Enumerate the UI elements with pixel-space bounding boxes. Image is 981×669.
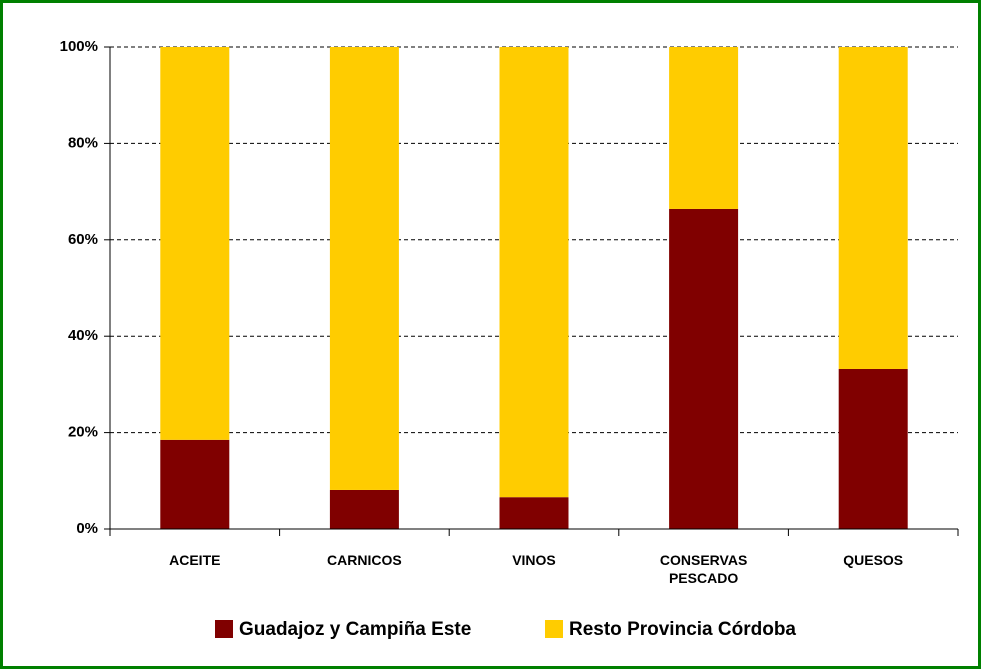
chart: 0% 20% 40% 60% 80% 100% Guadajoz y Campiña Est… — [60, 38, 959, 640]
x-tick-label: ACEITE — [169, 552, 221, 568]
legend-label: Guadajoz y Campiña Este — [239, 619, 471, 640]
x-tick-label: CONSERVAS PESCADO — [659, 552, 748, 586]
y-tick-label: 40% — [68, 327, 98, 344]
bar-segment — [329, 489, 399, 529]
legend-swatch — [545, 620, 563, 638]
bar-segment — [329, 47, 399, 490]
y-tick-label: 100% — [60, 38, 98, 55]
y-tick-label: 20% — [68, 424, 98, 441]
legend-swatch — [215, 620, 233, 638]
bar-segment — [499, 47, 569, 498]
y-tick-label: 0% — [76, 520, 98, 537]
bar-segment — [499, 497, 569, 529]
legend-label: Resto Provincia Córdoba — [569, 619, 796, 640]
x-tick-label: QUESOS — [843, 552, 904, 568]
bar-segment — [160, 439, 230, 529]
y-tick-label: 60% — [68, 231, 98, 248]
y-tick-label: 80% — [68, 134, 98, 151]
x-tick-label: CARNICOS — [327, 552, 402, 568]
bar-segment — [838, 47, 908, 369]
bar-segment — [669, 47, 739, 209]
bar-segment — [669, 208, 739, 529]
x-tick-label: VINOS — [512, 552, 556, 568]
bar-segment — [838, 368, 908, 529]
bar-segment — [160, 47, 230, 440]
